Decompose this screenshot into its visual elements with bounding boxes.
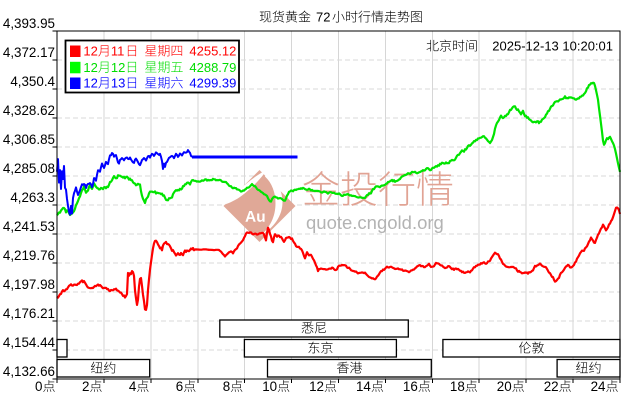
svg-text:4: 4 [129, 379, 137, 394]
svg-text:4,285.08: 4,285.08 [3, 161, 55, 176]
svg-text:4,132.66: 4,132.66 [3, 364, 55, 379]
svg-text:12: 12 [111, 60, 125, 75]
svg-text:24: 24 [591, 379, 606, 394]
svg-text:quote.cngold.org: quote.cngold.org [306, 212, 444, 233]
svg-text:6: 6 [176, 379, 183, 394]
svg-text:12: 12 [83, 44, 97, 59]
svg-text:4288.79: 4288.79 [189, 60, 236, 75]
svg-text:4,263.3: 4,263.3 [10, 190, 55, 205]
svg-text:2: 2 [82, 379, 89, 394]
svg-text:4299.39: 4299.39 [189, 76, 236, 91]
svg-text:4,350.4: 4,350.4 [10, 74, 55, 89]
svg-text:22: 22 [544, 379, 559, 394]
svg-text:4,393.95: 4,393.95 [3, 16, 55, 31]
svg-text:4,219.76: 4,219.76 [3, 248, 55, 263]
svg-text:4,372.17: 4,372.17 [3, 45, 55, 60]
svg-text:4,197.98: 4,197.98 [3, 277, 55, 292]
svg-text:4,306.85: 4,306.85 [3, 132, 55, 147]
svg-text:11: 11 [111, 44, 125, 59]
svg-text:72: 72 [316, 10, 330, 25]
svg-text:13: 13 [111, 76, 125, 91]
svg-text:20: 20 [497, 379, 512, 394]
svg-text:12: 12 [83, 76, 97, 91]
svg-text:4,241.53: 4,241.53 [3, 219, 55, 234]
svg-text:4,328.62: 4,328.62 [3, 103, 55, 118]
svg-text:18: 18 [450, 379, 465, 394]
svg-text:14: 14 [356, 379, 371, 394]
svg-text:12: 12 [309, 379, 324, 394]
svg-text:2025-12-13 10:20:01: 2025-12-13 10:20:01 [492, 39, 613, 54]
svg-text:10: 10 [262, 379, 277, 394]
svg-text:4,154.44: 4,154.44 [3, 335, 56, 350]
svg-text:8: 8 [223, 379, 230, 394]
svg-text:4255.12: 4255.12 [189, 44, 236, 59]
svg-text:0: 0 [35, 379, 42, 394]
svg-text:12: 12 [83, 60, 97, 75]
svg-text:16: 16 [403, 379, 418, 394]
svg-text:4,176.21: 4,176.21 [3, 306, 55, 321]
